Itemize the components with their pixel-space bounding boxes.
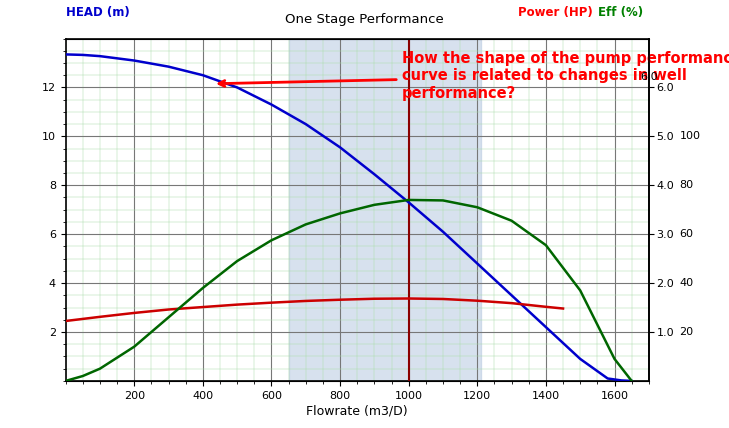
Text: Power (HP): Power (HP) (518, 6, 593, 19)
Text: 80: 80 (679, 180, 693, 190)
Text: 6.0: 6.0 (640, 72, 658, 82)
Text: Eff (%): Eff (%) (598, 6, 643, 19)
Text: HEAD (m): HEAD (m) (66, 6, 129, 19)
Text: 100: 100 (679, 131, 701, 141)
Text: 40: 40 (679, 278, 693, 288)
Text: 20: 20 (679, 327, 693, 337)
Bar (289, 39, 480, 381)
X-axis label: Flowrate (m3/D): Flowrate (m3/D) (306, 405, 408, 418)
Text: How the shape of the pump performance
curve is related to changes in well
perfor: How the shape of the pump performance cu… (219, 51, 729, 101)
Text: 60: 60 (679, 229, 693, 239)
Text: One Stage Performance: One Stage Performance (285, 13, 444, 26)
